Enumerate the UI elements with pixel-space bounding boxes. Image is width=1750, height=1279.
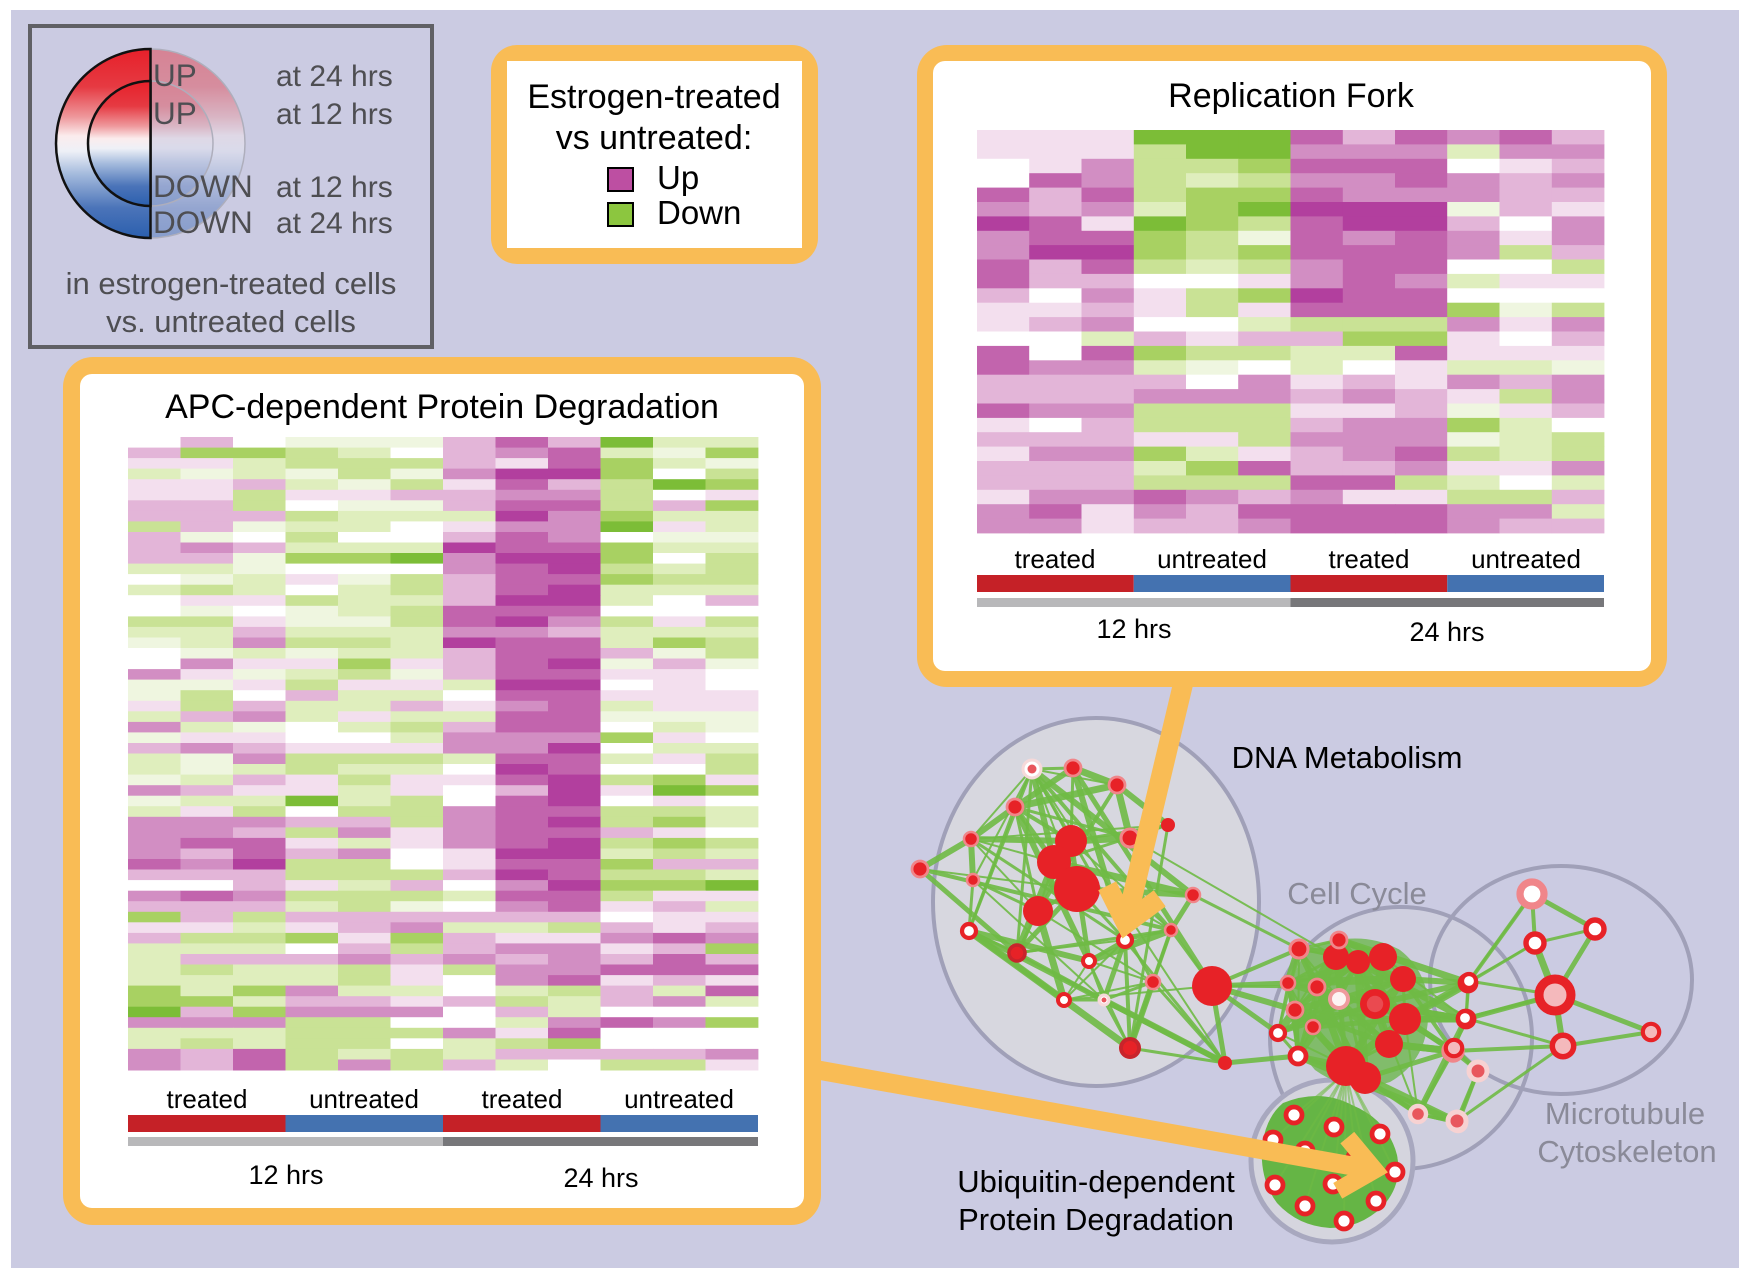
svg-text:at 24 hrs: at 24 hrs: [276, 207, 393, 240]
svg-text:Protein Degradation: Protein Degradation: [958, 1202, 1234, 1237]
svg-text:DOWN: DOWN: [153, 204, 253, 240]
svg-text:DOWN: DOWN: [153, 168, 253, 204]
svg-text:vs untreated:: vs untreated:: [556, 119, 753, 157]
svg-text:24 hrs: 24 hrs: [563, 1163, 638, 1193]
svg-text:Estrogen-treated: Estrogen-treated: [527, 78, 780, 116]
svg-text:DNA Metabolism: DNA Metabolism: [1232, 740, 1463, 775]
svg-text:treated: treated: [167, 1084, 248, 1114]
svg-text:12 hrs: 12 hrs: [1096, 614, 1171, 644]
svg-text:Cytoskeleton: Cytoskeleton: [1537, 1134, 1716, 1169]
svg-text:UP: UP: [153, 57, 197, 93]
svg-text:treated: treated: [1329, 544, 1410, 574]
svg-text:24 hrs: 24 hrs: [1409, 617, 1484, 647]
svg-text:Ubiquitin-dependent: Ubiquitin-dependent: [957, 1164, 1235, 1199]
svg-text:Up: Up: [657, 159, 699, 196]
svg-text:untreated: untreated: [309, 1084, 419, 1114]
svg-text:vs. untreated cells: vs. untreated cells: [106, 304, 356, 339]
svg-text:in estrogen-treated cells: in estrogen-treated cells: [66, 266, 397, 301]
svg-text:Replication Fork: Replication Fork: [1168, 77, 1415, 115]
svg-text:at 12 hrs: at 12 hrs: [276, 98, 393, 131]
svg-text:untreated: untreated: [1471, 544, 1581, 574]
svg-text:untreated: untreated: [1157, 544, 1267, 574]
svg-text:UP: UP: [153, 95, 197, 131]
svg-text:treated: treated: [1015, 544, 1096, 574]
svg-text:Down: Down: [657, 194, 741, 231]
svg-text:Microtubule: Microtubule: [1545, 1096, 1705, 1131]
svg-text:Cell Cycle: Cell Cycle: [1287, 876, 1427, 911]
svg-text:APC-dependent Protein Degradat: APC-dependent Protein Degradation: [165, 388, 719, 426]
svg-text:untreated: untreated: [624, 1084, 734, 1114]
svg-text:at 24 hrs: at 24 hrs: [276, 60, 393, 93]
svg-text:treated: treated: [482, 1084, 563, 1114]
svg-text:at 12 hrs: at 12 hrs: [276, 171, 393, 204]
svg-text:12 hrs: 12 hrs: [248, 1160, 323, 1190]
